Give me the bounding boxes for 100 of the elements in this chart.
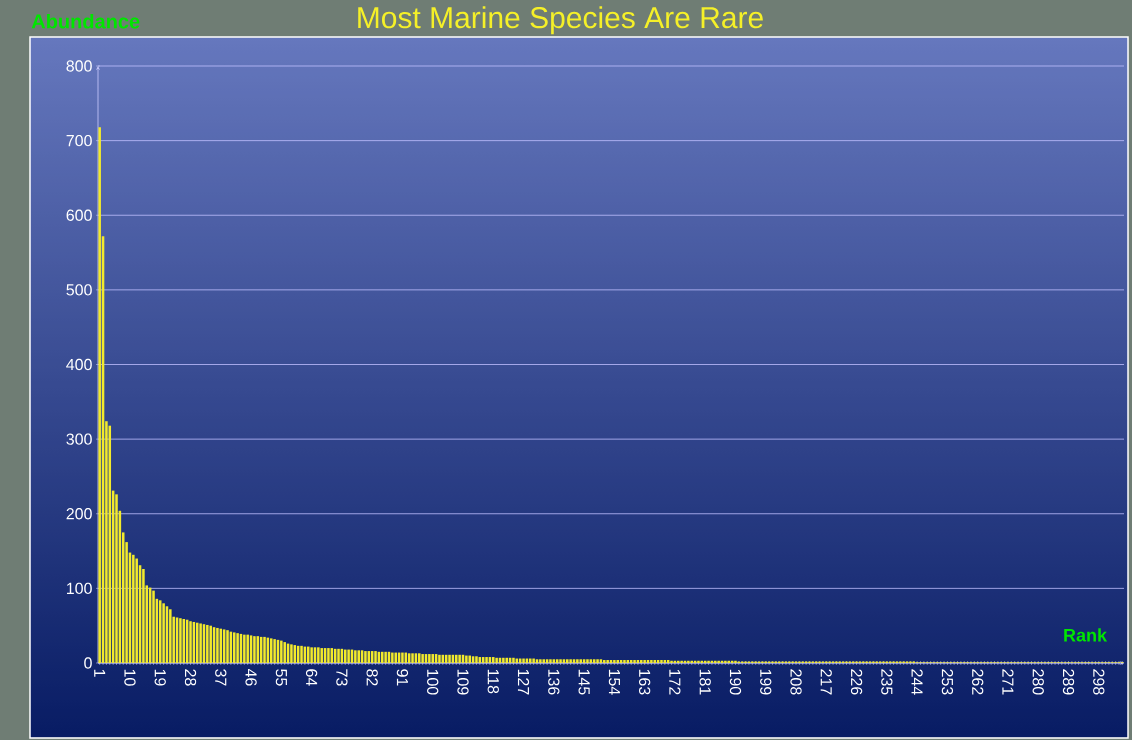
x-tick-label: 163 bbox=[638, 669, 651, 695]
y-tick-label: 0 bbox=[84, 657, 92, 669]
bar bbox=[687, 660, 690, 663]
bar bbox=[670, 660, 673, 663]
bar bbox=[623, 660, 626, 663]
x-tick-label: 280 bbox=[1032, 669, 1044, 695]
bar bbox=[209, 625, 212, 663]
bar bbox=[569, 659, 572, 663]
bar bbox=[458, 654, 461, 663]
bar bbox=[522, 658, 525, 663]
y-tick-label: 400 bbox=[66, 358, 92, 371]
bar bbox=[327, 648, 330, 663]
bar bbox=[189, 621, 192, 663]
x-tick-label: 136 bbox=[548, 669, 560, 695]
bar bbox=[492, 657, 495, 663]
bar bbox=[734, 660, 737, 663]
bar bbox=[199, 623, 202, 663]
bar bbox=[707, 660, 710, 663]
x-tick-label: 190 bbox=[729, 669, 742, 695]
bar bbox=[132, 554, 135, 663]
bar bbox=[559, 659, 562, 663]
bar bbox=[337, 648, 340, 663]
bar bbox=[431, 654, 434, 663]
x-tick-label: 298 bbox=[1093, 669, 1105, 695]
bar bbox=[576, 659, 579, 663]
x-axis-title: Rank bbox=[1064, 628, 1108, 642]
bar bbox=[586, 659, 589, 663]
y-axis-title: Abundance bbox=[31, 13, 140, 29]
x-tick-label: 145 bbox=[578, 669, 590, 695]
x-tick-label: 37 bbox=[215, 669, 227, 686]
bar bbox=[280, 640, 283, 663]
y-tick-label: 700 bbox=[66, 134, 92, 147]
bar bbox=[468, 655, 471, 663]
bar bbox=[539, 659, 542, 663]
bar bbox=[643, 660, 646, 663]
bar bbox=[495, 657, 498, 663]
bar bbox=[374, 651, 377, 663]
bar bbox=[364, 651, 367, 663]
y-tick-label: 100 bbox=[67, 582, 92, 595]
bar bbox=[448, 654, 451, 663]
bar bbox=[354, 650, 357, 663]
y-tick-label: 200 bbox=[66, 508, 92, 520]
y-tick-label: 600 bbox=[66, 209, 92, 221]
x-tick-label: 217 bbox=[820, 669, 832, 695]
bar bbox=[206, 624, 209, 663]
bar bbox=[347, 649, 350, 663]
bar bbox=[603, 660, 606, 663]
bar bbox=[152, 590, 155, 663]
x-tick-label: 73 bbox=[336, 669, 348, 686]
bar bbox=[438, 654, 441, 663]
bar bbox=[300, 645, 303, 663]
bar bbox=[697, 660, 700, 663]
y-tick-label: 800 bbox=[66, 60, 92, 72]
bar bbox=[320, 648, 323, 663]
bar bbox=[142, 568, 145, 663]
x-tick-label: 82 bbox=[366, 669, 378, 686]
bar bbox=[243, 634, 246, 663]
x-tick-label: 55 bbox=[275, 669, 287, 686]
bar bbox=[650, 660, 653, 663]
bar bbox=[724, 660, 727, 663]
bar bbox=[566, 659, 569, 663]
x-tick-label: 1 bbox=[94, 669, 106, 677]
bar bbox=[660, 660, 663, 663]
bar bbox=[485, 657, 488, 663]
bar bbox=[428, 654, 431, 663]
bar bbox=[505, 657, 508, 663]
y-tick-label: 300 bbox=[66, 433, 92, 445]
bar bbox=[263, 636, 266, 663]
x-tick-label: 181 bbox=[699, 669, 711, 695]
bar bbox=[640, 660, 643, 663]
bar bbox=[310, 647, 313, 663]
bar bbox=[421, 654, 424, 663]
bar bbox=[411, 653, 414, 663]
bar bbox=[290, 644, 293, 663]
bar bbox=[717, 660, 720, 663]
bar bbox=[549, 659, 552, 663]
bar bbox=[391, 652, 394, 663]
bar bbox=[384, 651, 387, 663]
bar bbox=[677, 660, 680, 663]
bar bbox=[216, 627, 219, 663]
bar bbox=[401, 652, 404, 663]
x-tick-label: 64 bbox=[305, 669, 318, 686]
bar bbox=[394, 652, 397, 663]
x-tick-label: 46 bbox=[245, 668, 257, 686]
bar bbox=[98, 127, 101, 663]
x-tick-label: 271 bbox=[1002, 669, 1014, 695]
bar bbox=[475, 656, 478, 663]
x-tick-label: 289 bbox=[1062, 669, 1075, 695]
bar bbox=[606, 660, 609, 663]
bar bbox=[115, 494, 118, 663]
bar bbox=[226, 630, 229, 663]
x-tick-label: 118 bbox=[487, 669, 499, 694]
bar bbox=[613, 660, 616, 663]
bar bbox=[236, 633, 239, 663]
bar bbox=[253, 636, 256, 663]
x-tick-label: 262 bbox=[972, 669, 984, 695]
bar bbox=[579, 659, 582, 663]
x-tick-label: 208 bbox=[790, 669, 802, 695]
x-tick-label: 28 bbox=[184, 669, 197, 686]
bar bbox=[135, 558, 138, 663]
